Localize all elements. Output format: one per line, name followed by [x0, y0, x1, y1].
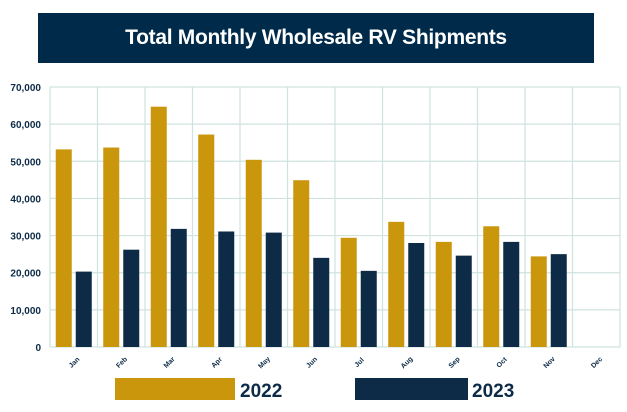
y-tick-label: 0 — [35, 343, 41, 354]
x-tick-label: May — [257, 356, 272, 371]
x-tick-label: Jul — [354, 357, 366, 369]
legend-swatch-2023 — [355, 378, 468, 400]
legend-swatch-2022 — [115, 378, 235, 400]
x-tick-label: Mar — [163, 356, 177, 370]
chart-title: Total Monthly Wholesale RV Shipments — [125, 26, 507, 49]
bar-2022-Nov — [530, 256, 547, 347]
bar-2022-May — [245, 159, 262, 347]
bar-2022-Aug — [388, 221, 405, 347]
bar-2023-Sep — [455, 255, 472, 347]
bar-2023-Jul — [360, 270, 377, 347]
x-tick-label: Jan — [68, 356, 81, 369]
bar-2022-Mar — [150, 106, 167, 347]
chart-title-banner: Total Monthly Wholesale RV Shipments — [38, 13, 594, 63]
y-tick-label: 20,000 — [10, 269, 41, 280]
y-tick-label: 60,000 — [10, 120, 41, 131]
bar-2022-Apr — [198, 134, 215, 347]
y-tick-label: 40,000 — [10, 194, 41, 205]
y-tick-label: 70,000 — [10, 83, 41, 94]
bar-2022-Feb — [103, 147, 120, 347]
legend-label-2022: 2022 — [240, 381, 282, 402]
bar-2023-Oct — [503, 241, 520, 347]
bar-2023-Jan — [75, 271, 92, 347]
bar-2022-Oct — [483, 226, 500, 347]
x-tick-label: Dec — [590, 356, 604, 370]
x-tick-label: Apr — [210, 356, 224, 370]
bar-2022-Jan — [55, 149, 72, 347]
bar-2023-Nov — [550, 254, 567, 347]
bar-2023-Jun — [313, 257, 330, 347]
x-tick-label: Jun — [305, 356, 319, 370]
bar-2023-May — [265, 232, 282, 347]
bar-2023-Aug — [408, 243, 425, 347]
bar-2023-Feb — [123, 249, 140, 347]
legend-label-2023: 2023 — [472, 381, 514, 402]
y-tick-label: 10,000 — [10, 306, 41, 317]
y-tick-label: 50,000 — [10, 157, 41, 168]
bar-2022-Sep — [435, 241, 452, 347]
bar-2023-Mar — [170, 228, 187, 347]
x-tick-label: Nov — [543, 356, 557, 370]
bar-2022-Jul — [340, 237, 357, 347]
x-tick-label: Feb — [115, 356, 129, 370]
x-tick-label: Aug — [400, 356, 415, 371]
bar-2022-Jun — [293, 180, 310, 347]
y-tick-label: 30,000 — [10, 232, 41, 243]
x-tick-label: Sep — [448, 356, 462, 370]
x-tick-label: Oct — [496, 356, 510, 370]
bar-2023-Apr — [218, 231, 235, 347]
